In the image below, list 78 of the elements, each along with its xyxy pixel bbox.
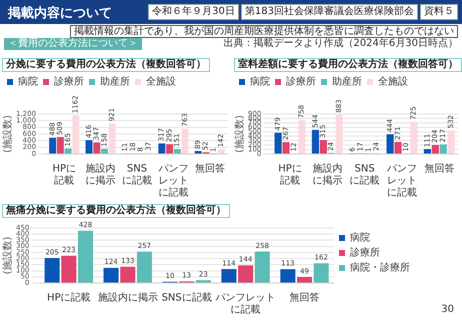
bar xyxy=(336,114,343,154)
bar xyxy=(274,132,282,154)
x-tick-label: 無回答 xyxy=(424,162,454,175)
y-axis-title: (施設数) xyxy=(234,115,246,153)
legend-label: 病院・診療所 xyxy=(350,262,410,274)
bar xyxy=(386,134,394,154)
text: 掲載情報の集計であり、我が国の周産期医療提供体制を悉皆に調査したものではない xyxy=(70,25,458,38)
bar xyxy=(56,137,64,154)
bar xyxy=(86,140,93,154)
x-tick-label: SNSに記載 xyxy=(162,292,212,304)
legend-label: 全施設 xyxy=(146,76,176,88)
x-tick-label: SNSに記載 xyxy=(350,164,380,187)
bar xyxy=(440,144,447,154)
bar xyxy=(61,256,76,282)
legend-label: 助産所 xyxy=(332,76,362,88)
bar xyxy=(394,142,402,154)
bar xyxy=(448,130,455,154)
bar xyxy=(72,115,80,154)
bar xyxy=(49,138,56,154)
bar xyxy=(221,269,236,282)
bar xyxy=(218,149,225,154)
x-tick-label: 施設内に掲示 xyxy=(312,162,342,187)
bar xyxy=(297,277,312,282)
bar xyxy=(238,265,254,282)
bar xyxy=(104,268,119,282)
text: 30 xyxy=(441,304,454,315)
legend-label: 診療所 xyxy=(54,76,84,88)
bar xyxy=(432,144,439,154)
chart-title: 無痛分娩に要する費用の公表方法（複数回答可） xyxy=(2,204,230,218)
text: 第183回社会保障審議会医療保険部会 xyxy=(240,4,418,20)
bar xyxy=(64,148,72,154)
x-tick-label: HPに記載 xyxy=(52,164,76,187)
bar xyxy=(78,230,94,282)
bar xyxy=(320,140,327,154)
bar xyxy=(182,128,188,154)
bar xyxy=(108,123,116,154)
legend-label: 全施設 xyxy=(378,76,408,88)
bar xyxy=(410,122,418,154)
x-tick-label: HPに記載 xyxy=(278,164,302,187)
source-note: 出典：掲載データより作成（2024年6月30日時点） xyxy=(223,38,458,50)
legend-label: 病院 xyxy=(250,76,270,88)
bar xyxy=(166,144,174,154)
bar xyxy=(298,120,306,154)
legend-label: 診療所 xyxy=(286,76,316,88)
bar xyxy=(280,269,296,282)
bar xyxy=(174,148,181,154)
x-tick-label: 無回答 xyxy=(290,292,320,304)
text: 掲載内容について xyxy=(8,4,112,22)
bar xyxy=(254,251,270,282)
y-axis-title: (施設数) xyxy=(2,115,14,153)
legend-label: 診療所 xyxy=(350,246,380,259)
bar xyxy=(424,149,432,154)
bar xyxy=(120,266,136,282)
x-tick-label: HPに記載 xyxy=(47,292,91,304)
chart-title: 分娩に要する費用の公表方法（複数回答可） xyxy=(2,58,210,72)
bar xyxy=(136,252,152,282)
legend-label: 病院 xyxy=(350,232,370,244)
bar xyxy=(282,142,290,154)
x-tick-label: 無回答 xyxy=(194,162,225,175)
x-tick-label: 施設内に掲示 xyxy=(86,162,116,187)
bar xyxy=(158,143,166,154)
x-tick-label: SNSに記載 xyxy=(122,164,152,187)
bar xyxy=(314,263,329,282)
x-tick-label: パンフレットに記載 xyxy=(386,164,418,199)
x-tick-label: 施設内に掲示 xyxy=(98,292,158,304)
legend-label: 助産所 xyxy=(100,76,130,88)
y-axis-title: (施設数) xyxy=(2,236,14,274)
text: ＜費用の公表方法について＞ xyxy=(4,38,142,50)
bar xyxy=(312,130,320,154)
x-tick-label: パンフレットに記載 xyxy=(157,164,188,199)
chart-title: 室料差額に要する費用の公表方法（複数回答可） xyxy=(234,58,462,72)
bar xyxy=(93,142,100,154)
text: 令和６年９月30日 xyxy=(148,4,239,20)
text: 資料５ xyxy=(420,4,458,20)
x-tick-label: パンフレットに記載 xyxy=(214,292,276,316)
bar xyxy=(44,258,60,282)
legend-label: 病院 xyxy=(18,76,38,88)
bar xyxy=(101,148,108,154)
